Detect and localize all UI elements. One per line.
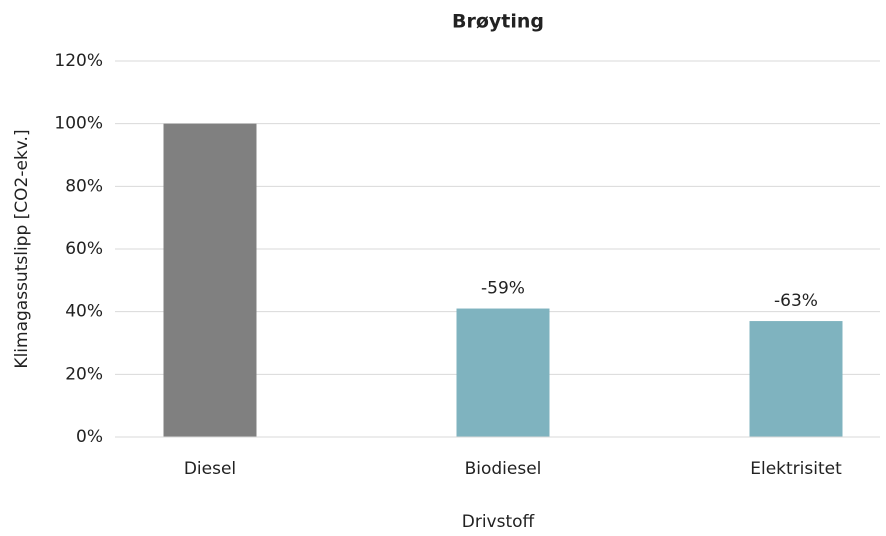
annotation: -59% [481,279,525,299]
y-axis-label: Klimagassutslipp [CO2-ekv.] [12,129,32,368]
y-tick-label: 100% [54,114,103,134]
bar [749,321,843,437]
annotation: -63% [774,291,818,311]
y-tick-label: 0% [76,427,103,447]
y-tick-label: 40% [65,302,103,322]
y-tick-label: 80% [65,176,103,196]
x-tick-label: Elektrisitet [750,459,842,479]
y-tick-label: 60% [65,239,103,259]
x-axis-label: Drivstoff [462,512,536,532]
bar [456,308,550,437]
y-tick-label: 20% [65,364,103,384]
chart-title: Brøyting [452,11,544,33]
y-tick-label: 120% [54,51,103,71]
x-tick-label: Biodiesel [465,459,542,479]
bar [163,123,257,438]
x-tick-label: Diesel [184,459,236,479]
